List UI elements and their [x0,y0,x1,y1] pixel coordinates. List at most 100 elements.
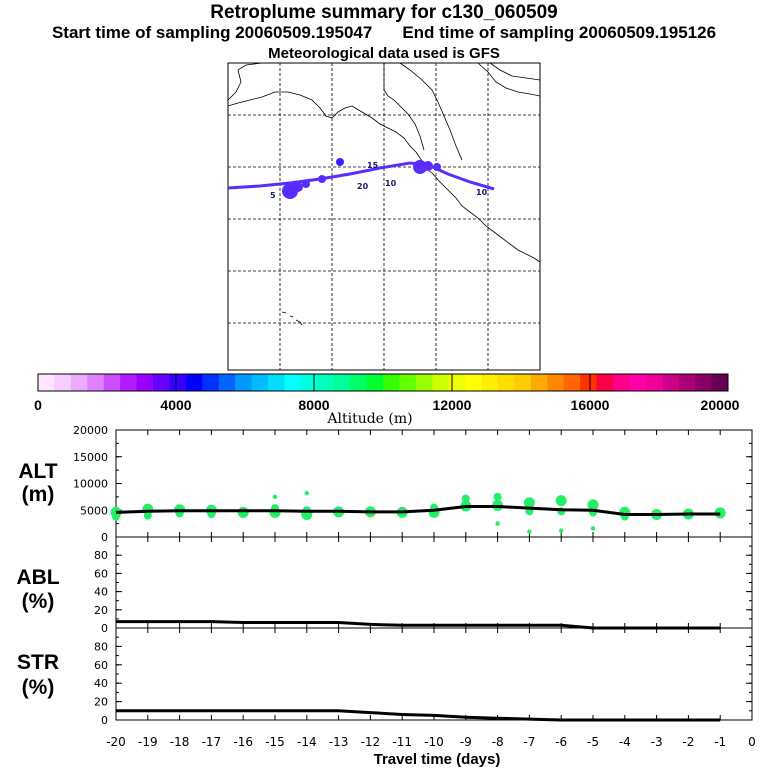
plume-marker [302,180,310,188]
colorbar-swatch [38,374,55,391]
colorbar-swatch [284,374,302,391]
x-tick-labels: -20 -19 -18 -17 -16 -15 -14 -13 -12 -11 -10 -9 -8 -7-… [106,735,756,749]
colorbar-tick: 0 [34,397,42,413]
colorbar-swatch [678,374,696,391]
colorbar-swatch [120,374,138,391]
abl-line [116,620,721,630]
map-label: 5 [270,191,276,200]
x-tick-label: -1 [714,735,726,749]
colorbar-swatch [563,374,581,391]
x-tick-label: -7 [523,735,535,749]
chart-title: Retroplume summary for c130_060509 [210,2,558,23]
abl-unit-label: (%) [22,590,55,613]
colorbar-tick: 20000 [701,397,740,413]
x-tick-label: -8 [492,735,504,749]
colorbar-swatch [695,374,713,391]
alt-point [555,495,567,507]
colorbar-swatch [383,374,400,391]
x-tick-label: -18 [170,735,190,749]
panel-frame [115,536,753,629]
start-time-label: Start time of sampling 20060509.195047 [51,23,373,42]
x-tick-label: -19 [138,735,158,749]
x-tick-label: -5 [587,735,599,749]
colorbar-swatch [317,374,335,391]
x-tick-label: -3 [651,735,663,749]
colorbar-swatch [70,374,88,391]
x-tick-label: -16 [233,735,253,749]
alt-point [527,529,532,534]
altitude-colorbar [37,373,729,392]
alt-point [143,511,152,520]
x-axis-label: Travel time (days) [374,751,501,768]
y-tick-label: 80 [94,640,108,653]
str-line [116,709,721,722]
colorbar-swatch [596,374,614,391]
map-label: 15 [367,161,379,170]
x-tick-label: -6 [555,735,567,749]
colorbar-tick: 8000 [298,397,329,413]
y-tick-label: 20 [94,696,108,709]
x-tick-label: -4 [619,735,631,749]
colorbar-swatch [613,374,630,391]
plume-marker [318,175,326,183]
colorbar-tick: 12000 [433,397,472,413]
panel-frame [115,627,753,721]
alt-median-line [115,505,721,516]
map-label: 20 [357,182,369,191]
colorbar-tick: 4000 [160,397,191,413]
colorbar-swatch [629,374,647,391]
colorbar-swatch [153,374,170,391]
str-label: STR [17,651,59,674]
colorbar-swatch [87,374,105,391]
colorbar-swatch [251,374,269,391]
plume-marker [423,161,433,171]
colorbar-swatch [481,374,499,391]
colorbar-swatch [103,374,121,391]
colorbar-swatch [547,374,565,391]
x-tick-label: -15 [265,735,285,749]
map-label: 10 [476,188,488,197]
y-tick-label: 20 [94,604,108,617]
colorbar-swatch [300,374,318,391]
colorbar-swatch [169,374,187,391]
y-tick-label: 80 [94,549,108,562]
alt-point [112,512,120,521]
colorbar-swatch [415,374,433,391]
end-time-label: End time of sampling 20060509.195126 [402,23,717,42]
plume-marker [413,160,427,174]
coastlines [227,62,541,326]
panel-str: 0 20 40 60 80 [94,627,753,727]
y-tick-label: 0 [101,531,108,544]
alt-point [587,499,599,511]
y-tick-label: 40 [94,586,108,599]
x-tick-label: -13 [329,735,349,749]
str-unit-label: (%) [22,676,55,699]
x-tick-label: -12 [361,735,381,749]
panel-frame [115,429,753,538]
colorbar-tick: 16000 [571,397,610,413]
alt-point [523,497,535,509]
sampling-times: Start time of sampling 20060509.195047 En… [0,23,768,43]
trajectory-path [227,158,495,199]
map-labels: 5 20 15 10 10 [270,161,488,200]
colorbar-frame [37,373,729,392]
y-tick-label: 0 [101,714,108,727]
colorbar-swatch [432,374,450,391]
y-tick-label: 60 [94,567,108,580]
colorbar-swatch [662,374,680,391]
y-tick-label: 60 [94,659,108,672]
x-tick-label: -2 [682,735,694,749]
colorbar-swatch [333,374,351,391]
colorbar-swatch [530,374,548,391]
alt-point [590,526,596,531]
plume-marker [336,158,344,166]
alt-unit-label: (m) [22,483,55,506]
alt-point [272,494,278,500]
plume-marker [293,182,303,192]
alt-point [559,528,564,533]
colorbar-swatch [185,374,203,391]
y-tick-label: 40 [94,677,108,690]
y-tick-label: 10000 [73,478,108,491]
y-tick-label: 5000 [80,504,108,517]
alt-label: ALT [18,460,57,483]
